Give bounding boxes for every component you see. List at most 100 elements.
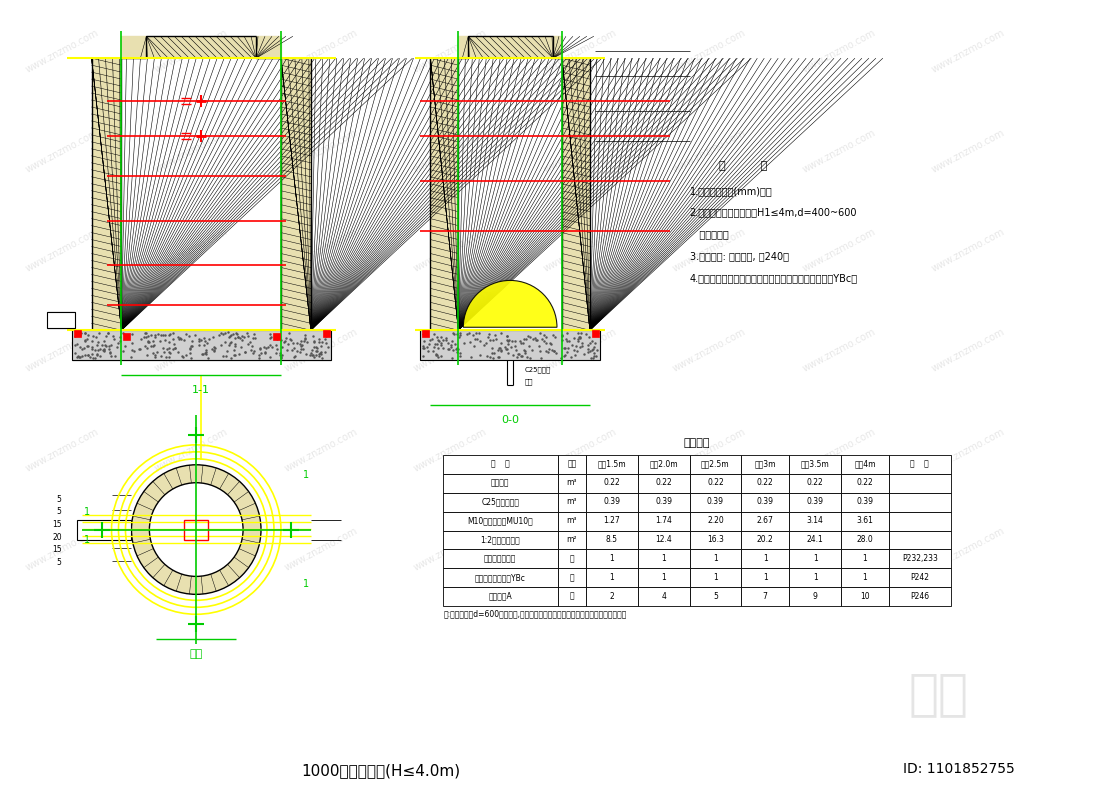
Text: 1: 1 bbox=[813, 554, 817, 563]
Text: 平面: 平面 bbox=[190, 649, 203, 659]
Bar bbox=[281, 58, 311, 330]
Text: www.znzmo.com: www.znzmo.com bbox=[672, 526, 748, 573]
Bar bbox=[184, 520, 208, 540]
Bar bbox=[889, 493, 951, 511]
Text: 砖石: 砖石 bbox=[525, 379, 534, 385]
Bar bbox=[741, 569, 789, 587]
Text: www.znzmo.com: www.znzmo.com bbox=[282, 128, 360, 175]
Text: www.znzmo.com: www.znzmo.com bbox=[801, 27, 877, 74]
Text: 8.5: 8.5 bbox=[606, 535, 618, 544]
Text: 1: 1 bbox=[303, 579, 309, 589]
Text: 3.滚水尺寸: 孔径一尺, 厚240。: 3.滚水尺寸: 孔径一尺, 厚240。 bbox=[689, 251, 789, 262]
Text: 4.污水检查井底流槽为深为半圆，采用钢筋混凝土采用YBc。: 4.污水检查井底流槽为深为半圆，采用钢筋混凝土采用YBc。 bbox=[689, 273, 858, 284]
Text: www.znzmo.com: www.znzmo.com bbox=[413, 427, 489, 473]
Text: www.znzmo.com: www.znzmo.com bbox=[930, 326, 1007, 374]
Text: 28.0: 28.0 bbox=[857, 535, 874, 544]
Text: www.znzmo.com: www.znzmo.com bbox=[801, 326, 877, 374]
Text: 5: 5 bbox=[57, 558, 62, 567]
Bar bbox=[561, 58, 590, 330]
Text: 0.39: 0.39 bbox=[707, 497, 724, 506]
Text: www.znzmo.com: www.znzmo.com bbox=[930, 128, 1007, 175]
Bar bbox=[741, 587, 789, 606]
Bar bbox=[789, 549, 840, 569]
Text: www.znzmo.com: www.znzmo.com bbox=[542, 128, 618, 175]
Text: www.znzmo.com: www.znzmo.com bbox=[672, 227, 748, 274]
Text: 1.本图尺寸单位(mm)计。: 1.本图尺寸单位(mm)计。 bbox=[689, 186, 772, 196]
Text: www.znzmo.com: www.znzmo.com bbox=[282, 526, 360, 573]
Text: 1: 1 bbox=[84, 507, 89, 516]
Text: 0.39: 0.39 bbox=[603, 497, 620, 506]
Bar bbox=[789, 531, 840, 549]
Bar bbox=[689, 493, 741, 511]
Bar bbox=[789, 473, 840, 493]
Bar bbox=[889, 549, 951, 569]
Text: C25混凝土: C25混凝土 bbox=[525, 367, 552, 373]
Bar bbox=[689, 569, 741, 587]
Bar bbox=[558, 473, 586, 493]
Bar bbox=[586, 473, 638, 493]
Text: 0.22: 0.22 bbox=[806, 478, 824, 487]
Text: www.znzmo.com: www.znzmo.com bbox=[672, 128, 748, 175]
Bar bbox=[272, 333, 280, 340]
Bar bbox=[558, 493, 586, 511]
Text: 0.39: 0.39 bbox=[655, 497, 672, 506]
Text: www.znzmo.com: www.znzmo.com bbox=[23, 326, 100, 374]
Bar bbox=[74, 330, 81, 337]
Bar bbox=[741, 511, 789, 531]
Text: www.znzmo.com: www.znzmo.com bbox=[282, 427, 360, 473]
Bar bbox=[586, 511, 638, 531]
Text: M10水泥浆砖硕MU10砖: M10水泥浆砖硕MU10砖 bbox=[468, 516, 533, 525]
Text: 1: 1 bbox=[661, 573, 666, 582]
Text: 0-0: 0-0 bbox=[501, 415, 520, 425]
Text: 2.20: 2.20 bbox=[707, 516, 724, 525]
Bar bbox=[92, 58, 121, 330]
Polygon shape bbox=[256, 36, 281, 58]
Text: 9: 9 bbox=[813, 591, 817, 601]
Text: 2: 2 bbox=[610, 591, 614, 601]
Bar bbox=[689, 455, 741, 473]
Text: 0.22: 0.22 bbox=[857, 478, 874, 487]
Text: 注:工程数量按d=600管算计算,其中砖石层包括管道基础层底宽基础采底宽基础材料: 注:工程数量按d=600管算计算,其中砖石层包括管道基础层底宽基础采底宽基础材料 bbox=[443, 610, 627, 619]
Text: 5: 5 bbox=[57, 495, 62, 504]
Text: www.znzmo.com: www.znzmo.com bbox=[801, 427, 877, 473]
Bar bbox=[689, 531, 741, 549]
Text: www.znzmo.com: www.znzmo.com bbox=[23, 227, 100, 274]
Text: www.znzmo.com: www.znzmo.com bbox=[930, 27, 1007, 74]
Bar bbox=[789, 455, 840, 473]
Text: 套: 套 bbox=[569, 554, 575, 563]
Text: www.znzmo.com: www.znzmo.com bbox=[930, 526, 1007, 573]
Bar bbox=[147, 36, 256, 58]
Bar bbox=[592, 330, 599, 337]
Text: www.znzmo.com: www.znzmo.com bbox=[153, 128, 229, 175]
Bar bbox=[76, 520, 131, 540]
Text: www.znzmo.com: www.znzmo.com bbox=[801, 128, 877, 175]
Text: ID: 1101852755: ID: 1101852755 bbox=[902, 762, 1015, 776]
Bar bbox=[443, 511, 558, 531]
Text: m²: m² bbox=[567, 535, 577, 544]
Text: 3.14: 3.14 bbox=[806, 516, 824, 525]
Text: www.znzmo.com: www.znzmo.com bbox=[23, 526, 100, 573]
Bar bbox=[689, 587, 741, 606]
Text: 1000污水检查井(H≤4.0m): 1000污水检查井(H≤4.0m) bbox=[301, 764, 460, 778]
Text: 4: 4 bbox=[661, 591, 666, 601]
Text: P232,233: P232,233 bbox=[902, 554, 938, 563]
Bar bbox=[586, 549, 638, 569]
Bar bbox=[889, 531, 951, 549]
Text: 1:2水泥沙浆抚面: 1:2水泥沙浆抚面 bbox=[480, 535, 520, 544]
Text: 20: 20 bbox=[52, 533, 62, 542]
Text: www.znzmo.com: www.znzmo.com bbox=[542, 326, 618, 374]
Text: 7: 7 bbox=[763, 591, 768, 601]
Text: m³: m³ bbox=[567, 516, 577, 525]
Text: www.znzmo.com: www.znzmo.com bbox=[413, 128, 489, 175]
Bar bbox=[840, 587, 889, 606]
Text: www.znzmo.com: www.znzmo.com bbox=[282, 27, 360, 74]
Bar bbox=[689, 473, 741, 493]
Bar bbox=[840, 511, 889, 531]
Bar bbox=[889, 473, 951, 493]
Text: 12.4: 12.4 bbox=[655, 535, 672, 544]
Text: 10: 10 bbox=[860, 591, 870, 601]
Text: C25混凝土基础: C25混凝土基础 bbox=[481, 497, 520, 506]
Text: 1: 1 bbox=[713, 573, 718, 582]
Text: www.znzmo.com: www.znzmo.com bbox=[801, 227, 877, 274]
Bar bbox=[638, 473, 689, 493]
